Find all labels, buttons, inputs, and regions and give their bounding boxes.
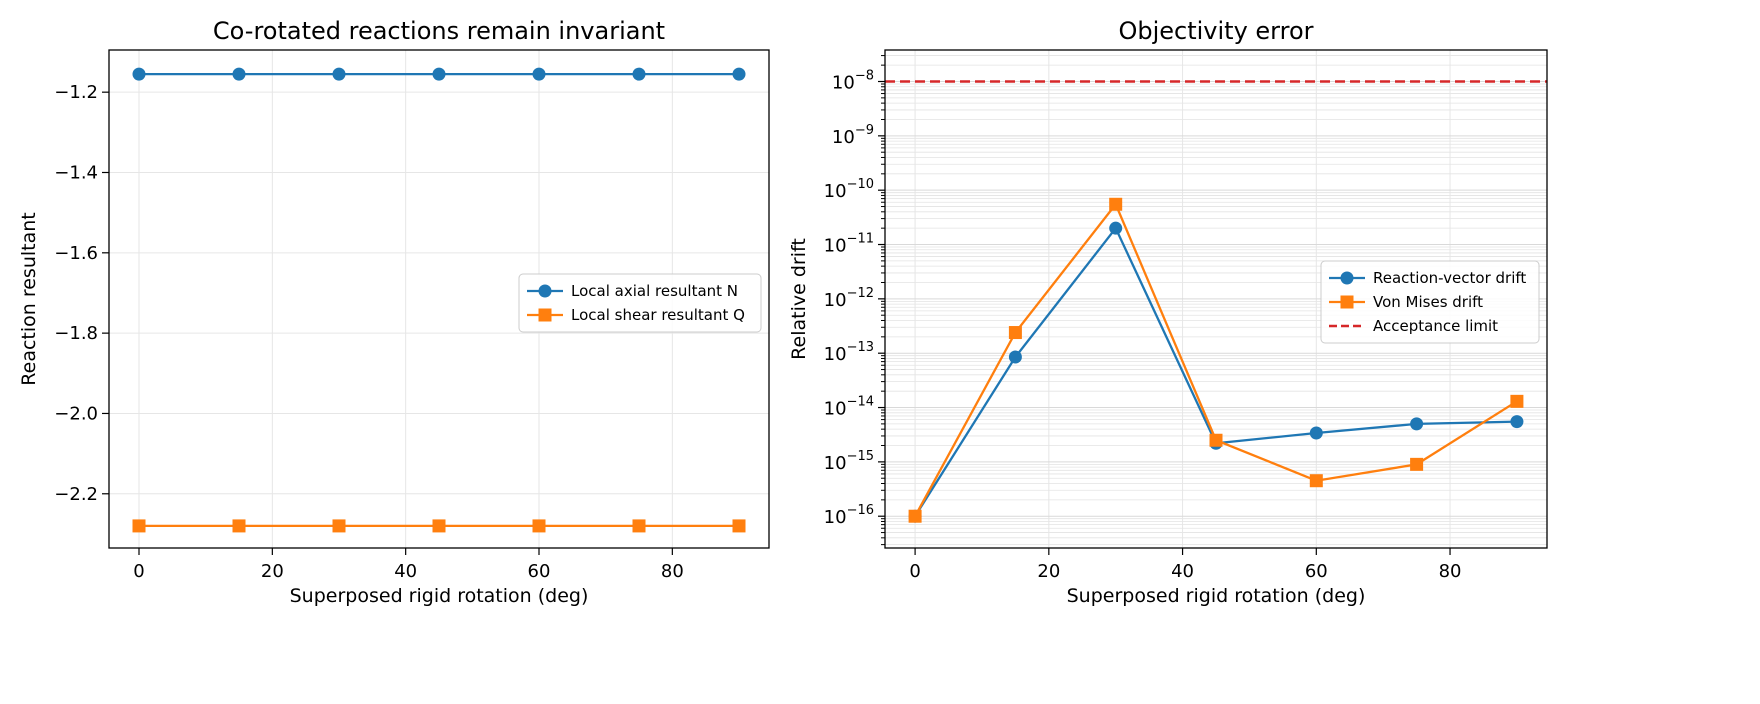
- right-chart-title: Objectivity error: [1118, 17, 1313, 45]
- data-point: [532, 519, 546, 533]
- legend-label: Reaction-vector drift: [1373, 269, 1526, 287]
- y-tick-label: 10−9: [832, 123, 874, 148]
- data-point: [632, 519, 646, 533]
- right-chart-axes-frame: [884, 49, 1548, 549]
- data-point: [1109, 197, 1123, 211]
- x-tick-label: 20: [1037, 561, 1060, 582]
- data-point: [232, 519, 246, 533]
- legend-label: Local axial resultant N: [571, 282, 738, 300]
- y-tick-label: 10−14: [824, 395, 874, 420]
- data-point: [1008, 326, 1022, 340]
- y-tick-label: 10−12: [824, 286, 874, 311]
- data-point: [1008, 350, 1022, 364]
- right-chart-panel: Objectivity error Superposed rigid rotat…: [788, 17, 1548, 607]
- y-tick-label: −2.0: [54, 403, 98, 424]
- y-tick-label: 10−8: [832, 69, 874, 94]
- data-point: [1510, 394, 1524, 408]
- series-von-mises-drift: [908, 197, 1524, 523]
- y-tick-label: 10−16: [824, 503, 874, 528]
- x-tick-label: 80: [1439, 561, 1462, 582]
- data-point: [432, 67, 446, 81]
- x-tick-label: 40: [1171, 561, 1194, 582]
- x-tick-label: 20: [261, 561, 284, 582]
- series-line: [914, 202, 1518, 517]
- y-tick-label: −2.2: [54, 484, 98, 505]
- data-point: [432, 519, 446, 533]
- x-tick-label: 0: [133, 561, 144, 582]
- left-chart-x-axis-label: Superposed rigid rotation (deg): [290, 585, 589, 607]
- data-point: [232, 67, 246, 81]
- left-chart-legend: Local axial resultant N Local shear resul…: [518, 273, 762, 333]
- data-point: [1209, 433, 1223, 447]
- y-tick-label: 10−15: [824, 449, 874, 474]
- legend-label: Von Mises drift: [1373, 293, 1483, 311]
- series-local-shear-resultant-q: [132, 519, 746, 533]
- y-tick-label: −1.8: [54, 323, 98, 344]
- legend-marker: [538, 308, 552, 322]
- data-point: [1410, 457, 1424, 471]
- left-chart-axes-frame: [108, 49, 770, 549]
- data-point: [632, 67, 646, 81]
- data-point: [1309, 474, 1323, 488]
- y-tick-label: 10−13: [824, 340, 874, 365]
- x-tick-label: 60: [528, 561, 551, 582]
- right-chart-x-axis-label: Superposed rigid rotation (deg): [1067, 585, 1366, 607]
- data-point: [332, 519, 346, 533]
- legend-marker: [1340, 271, 1354, 285]
- y-tick-label: −1.4: [54, 162, 98, 183]
- right-chart-y-axis-label: Relative drift: [788, 238, 810, 360]
- data-point: [332, 67, 346, 81]
- y-tick-label: 10−10: [824, 177, 874, 202]
- data-point: [1109, 221, 1123, 235]
- legend-marker: [538, 284, 552, 298]
- legend-marker: [1340, 295, 1354, 309]
- y-tick-label: −1.6: [54, 243, 98, 264]
- x-tick-label: 40: [394, 561, 417, 582]
- data-point: [908, 509, 922, 523]
- data-point: [1410, 417, 1424, 431]
- data-point: [132, 519, 146, 533]
- y-tick-label: −1.2: [54, 82, 98, 103]
- legend-frame: [1320, 260, 1540, 344]
- x-tick-label: 0: [909, 561, 920, 582]
- data-point: [732, 519, 746, 533]
- legend-label: Local shear resultant Q: [571, 306, 745, 324]
- right-chart-legend: Reaction-vector drift Von Mises drift Acce…: [1320, 260, 1540, 344]
- left-chart-y-axis-label: Reaction resultant: [18, 212, 40, 385]
- x-tick-label: 60: [1305, 561, 1328, 582]
- left-chart-panel: Co-rotated reactions remain invariant Su…: [18, 17, 770, 607]
- y-tick-label: 10−11: [824, 232, 874, 257]
- data-point: [1510, 415, 1524, 429]
- left-chart-title: Co-rotated reactions remain invariant: [213, 17, 665, 45]
- data-point: [1309, 426, 1323, 440]
- series-local-axial-resultant-n: [132, 67, 746, 81]
- legend-frame: [518, 273, 762, 333]
- data-point: [732, 67, 746, 81]
- data-point: [532, 67, 546, 81]
- x-tick-label: 80: [661, 561, 684, 582]
- data-point: [132, 67, 146, 81]
- legend-label: Acceptance limit: [1373, 317, 1498, 335]
